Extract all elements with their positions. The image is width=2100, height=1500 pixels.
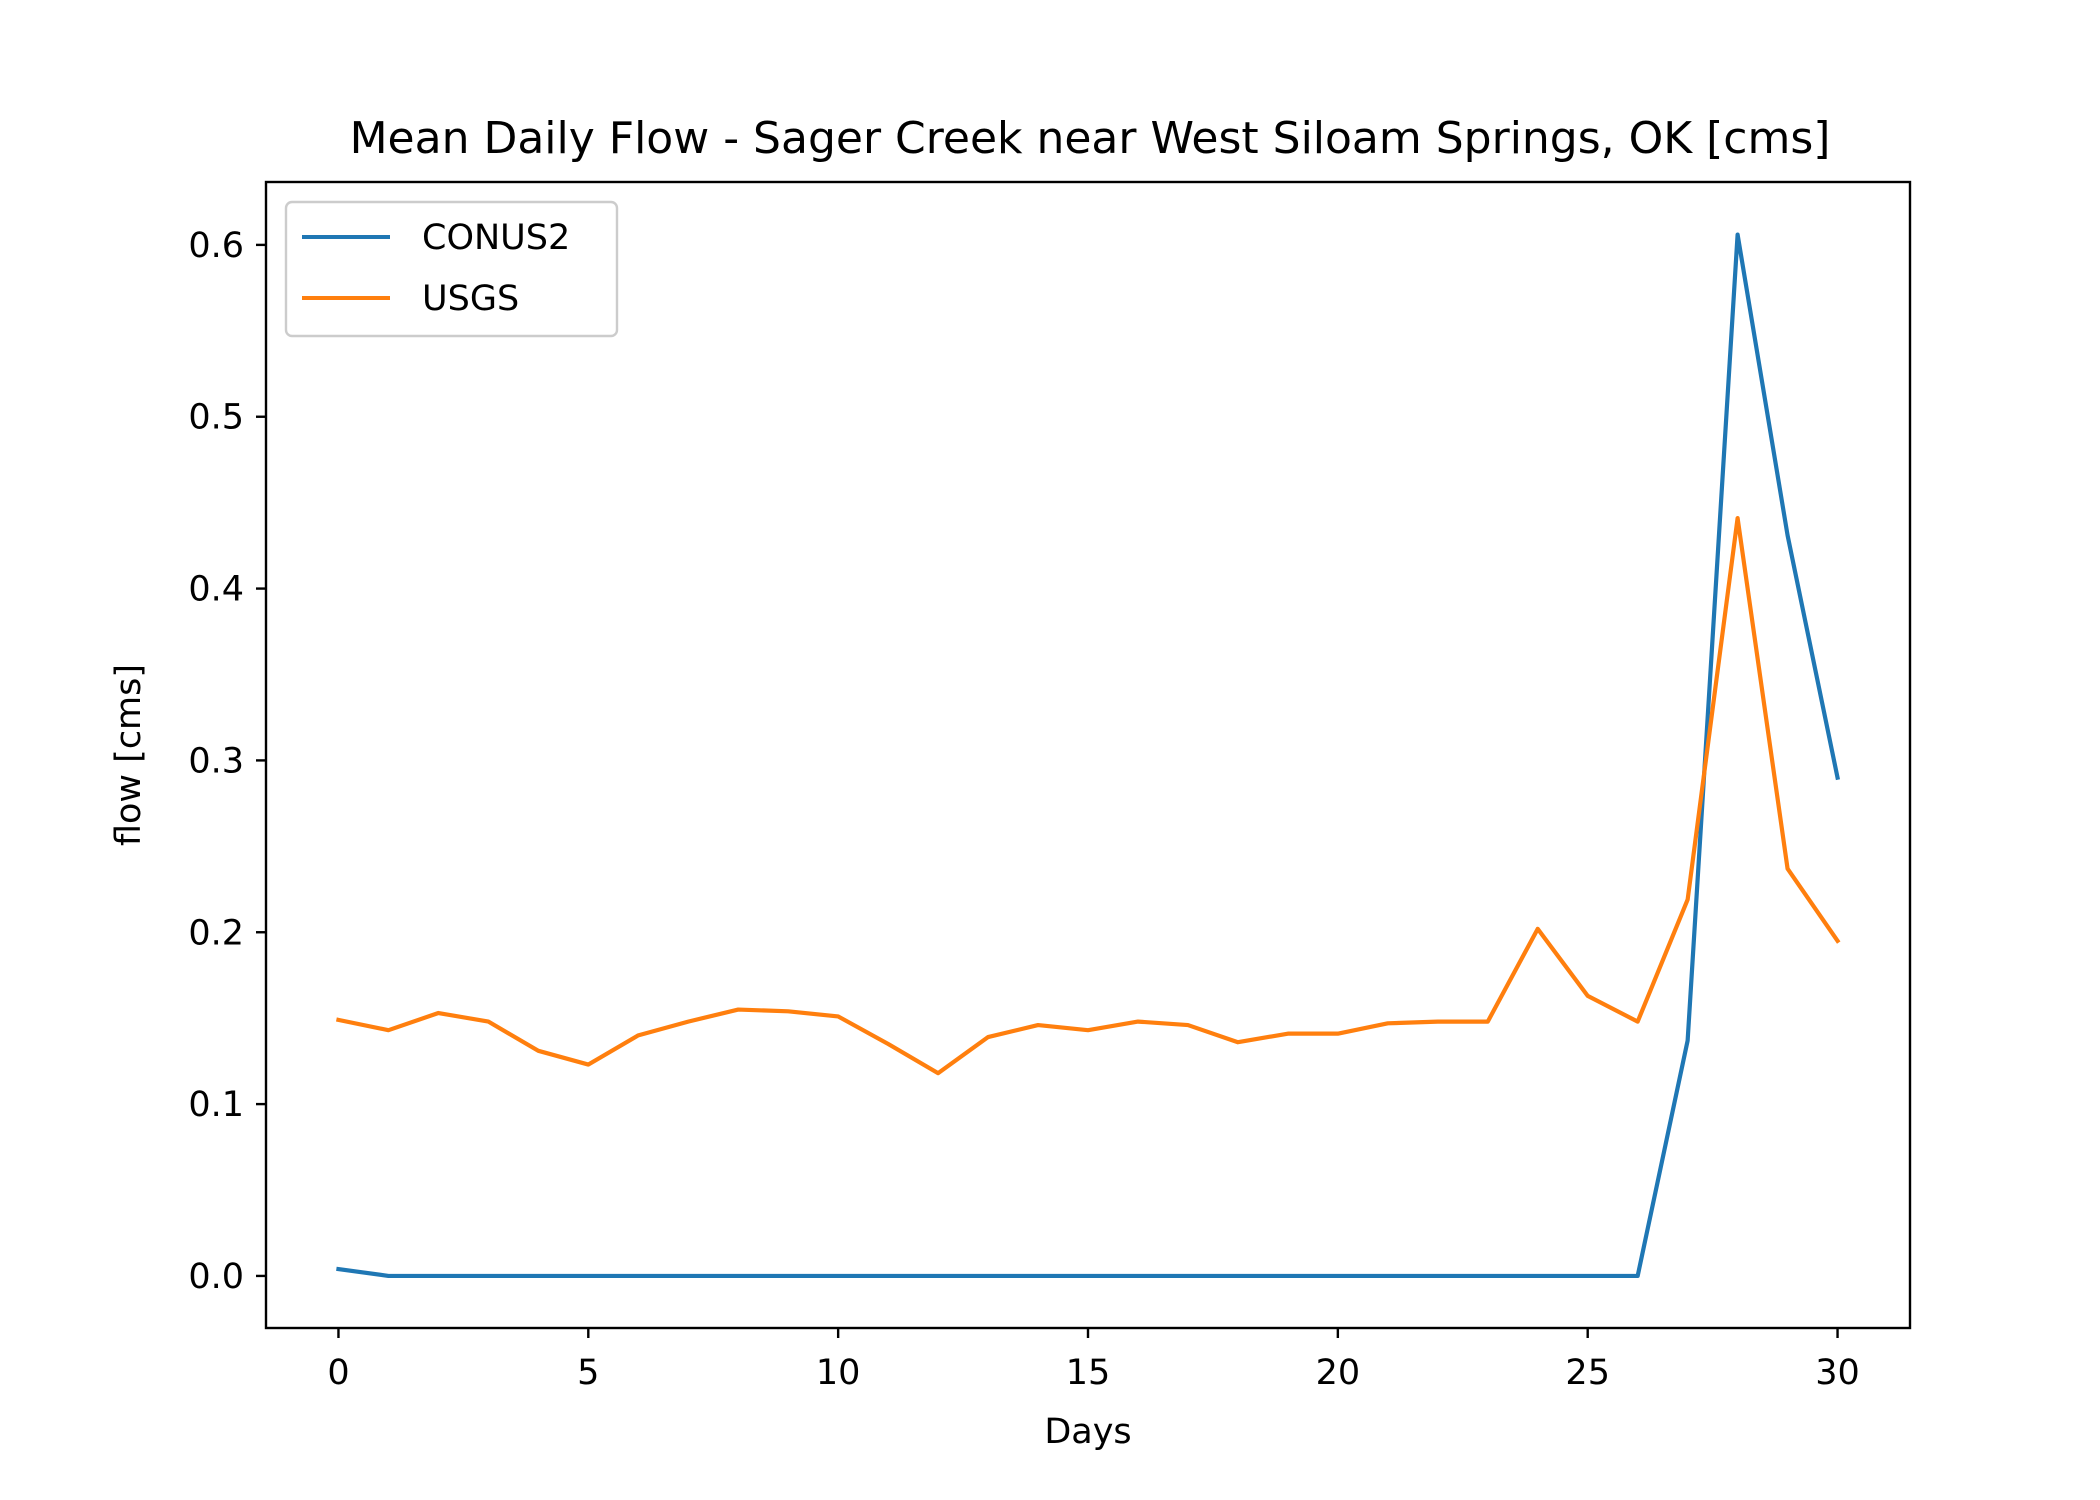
y-tick-label: 0.1	[188, 1085, 244, 1125]
y-tick-label: 0.0	[188, 1257, 244, 1297]
x-tick-label: 5	[577, 1353, 599, 1393]
legend-label-conus2: CONUS2	[422, 218, 570, 258]
x-axis-label: Days	[1044, 1412, 1131, 1452]
x-tick-label: 25	[1565, 1353, 1610, 1393]
legend: CONUS2 USGS	[284, 200, 619, 338]
x-tick-label: 30	[1815, 1353, 1860, 1393]
x-tick-label: 10	[816, 1353, 861, 1393]
y-tick-label: 0.5	[188, 398, 244, 438]
y-tick-label: 0.2	[188, 913, 244, 953]
series-layer	[335, 232, 1841, 1279]
legend-label-usgs: USGS	[422, 279, 519, 319]
x-axis-ticks: 0 5 10 15 20 25 30	[327, 1328, 1860, 1393]
series-line-conus2	[336, 232, 1841, 1279]
y-tick-label: 0.6	[188, 226, 244, 266]
y-axis-ticks: 0.0 0.1 0.2 0.3 0.4 0.5 0.6	[188, 226, 266, 1297]
x-tick-label: 20	[1316, 1353, 1361, 1393]
y-tick-label: 0.4	[188, 570, 244, 610]
chart-title: Mean Daily Flow - Sager Creek near West …	[350, 113, 1831, 164]
y-tick-label: 0.3	[188, 741, 244, 781]
y-axis-label: flow [cms]	[109, 664, 149, 846]
x-tick-label: 0	[327, 1353, 349, 1393]
x-tick-label: 15	[1066, 1353, 1111, 1393]
series-line-usgs	[335, 516, 1841, 1076]
